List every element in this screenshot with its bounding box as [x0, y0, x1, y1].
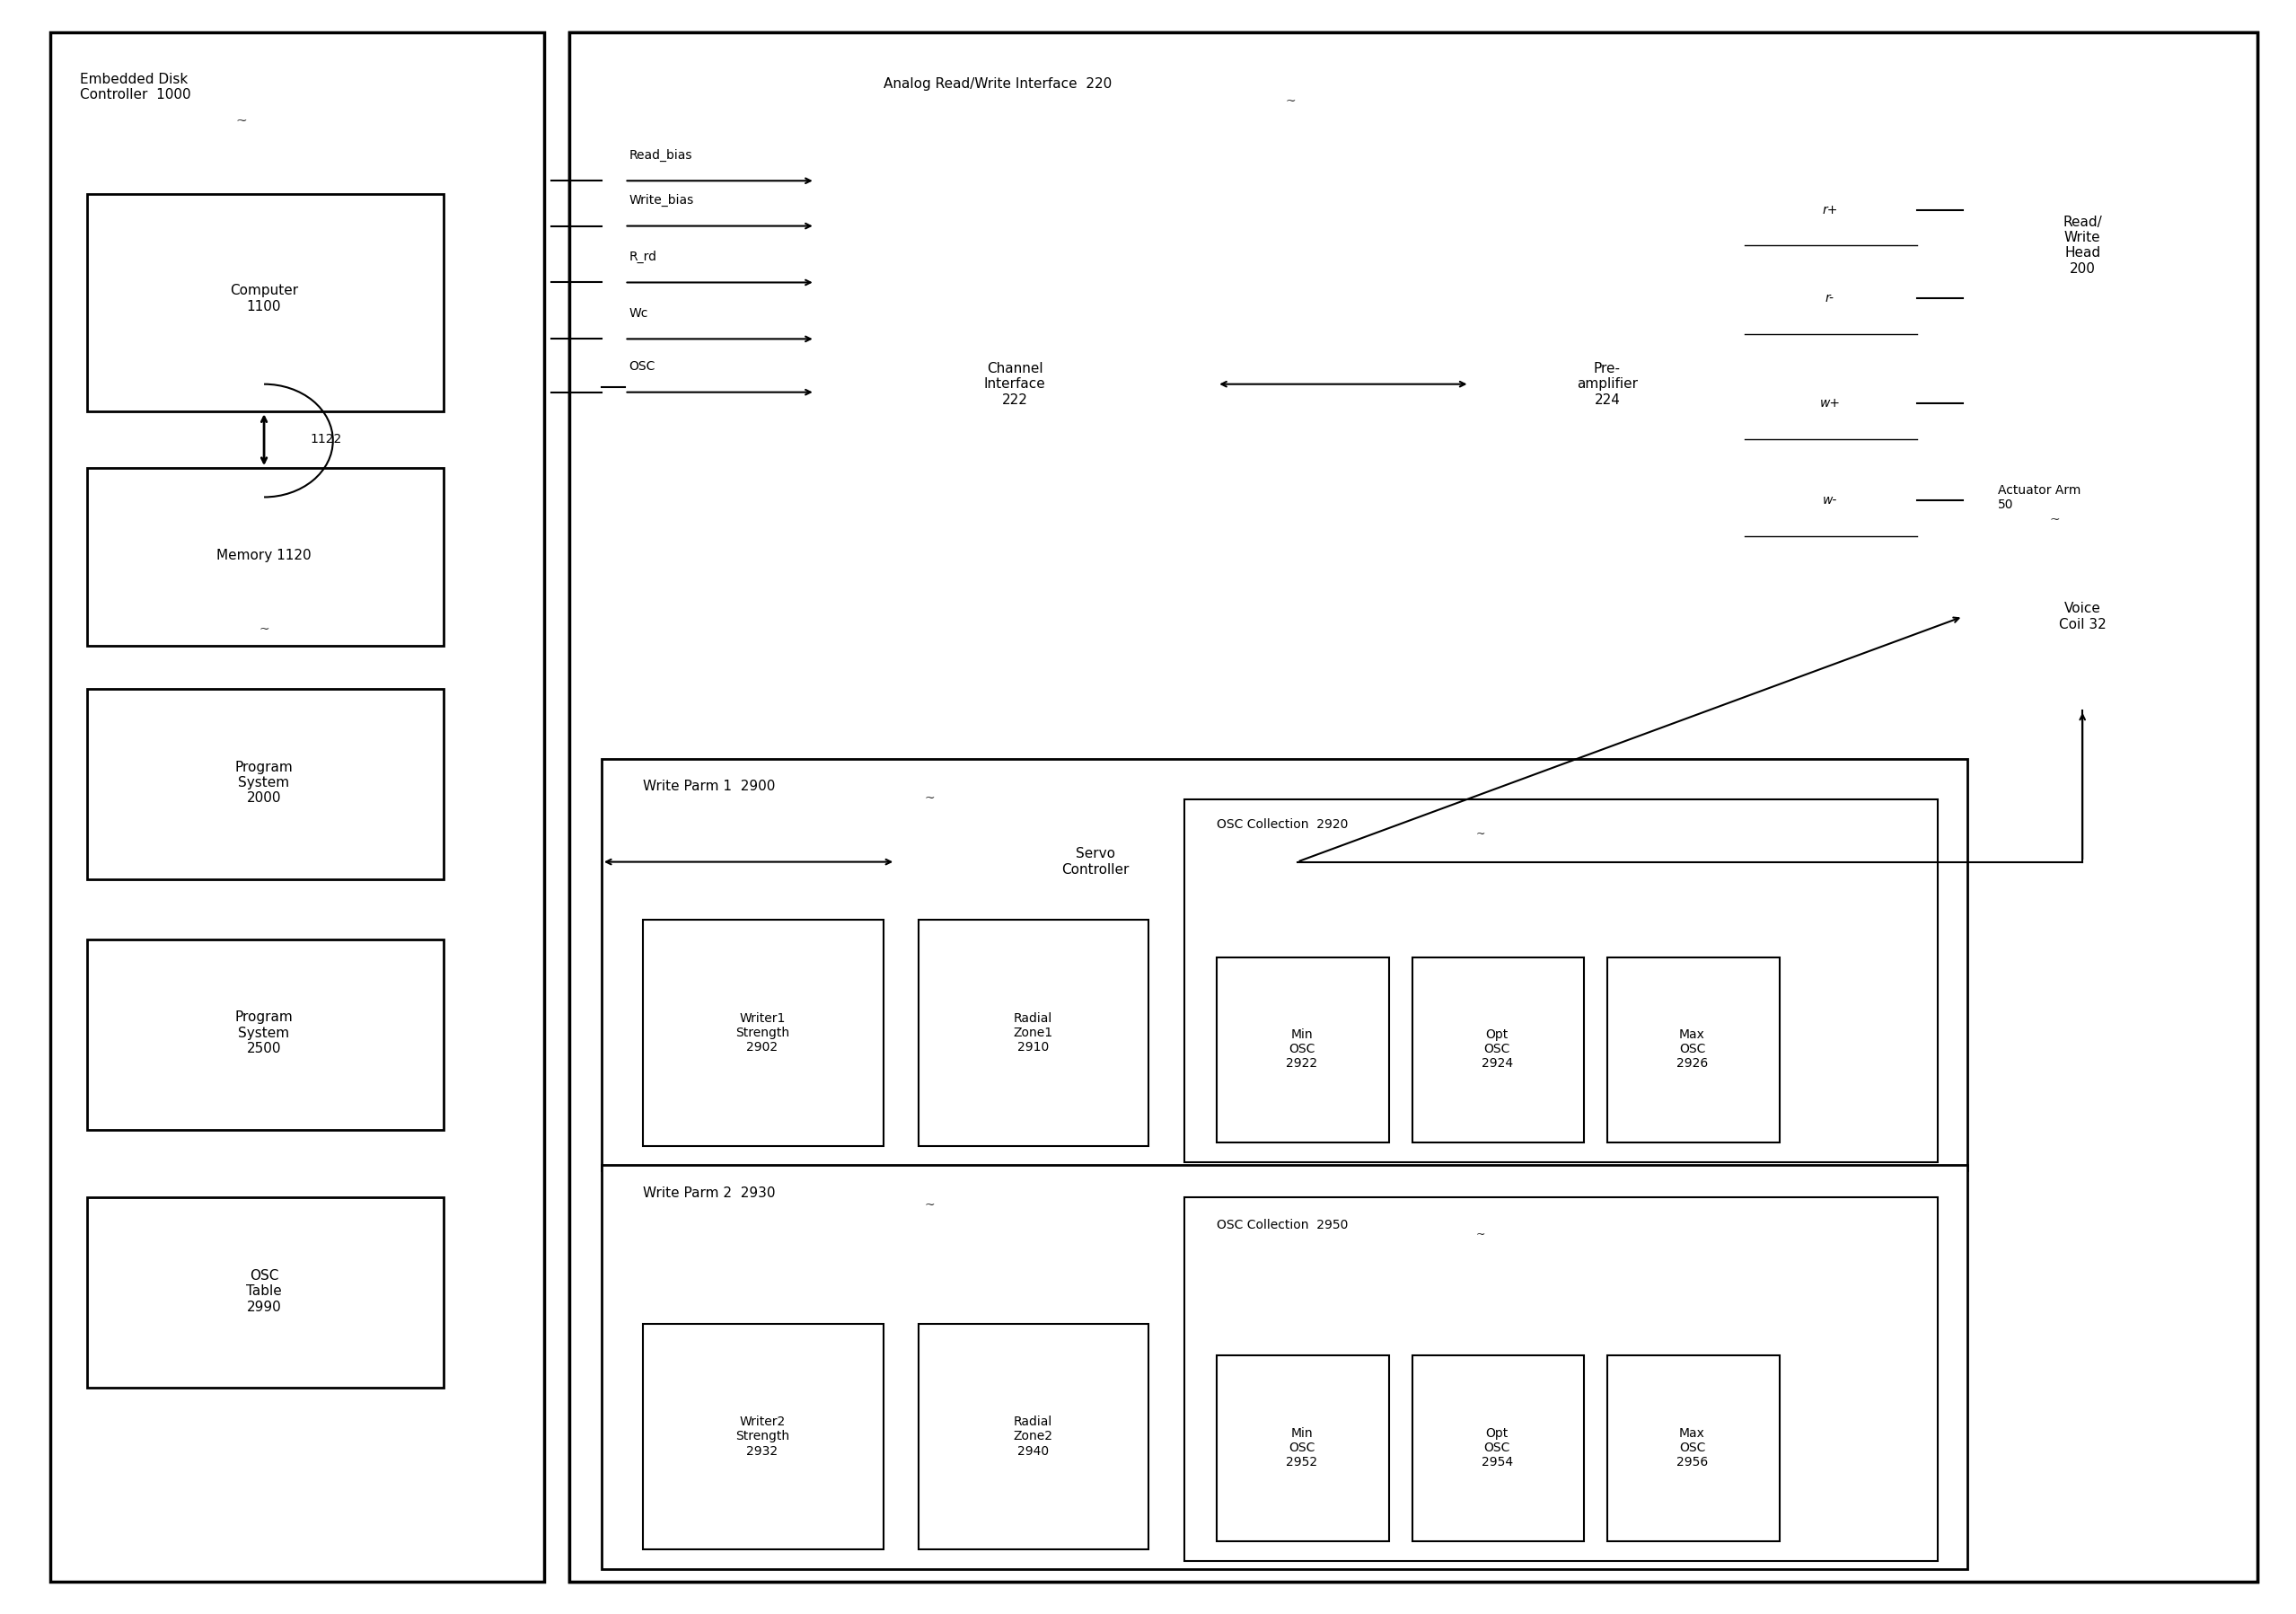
Text: w-: w-	[1823, 494, 1837, 507]
Text: Wc: Wc	[629, 307, 647, 320]
Text: w+: w+	[1821, 397, 1839, 410]
Text: Write Parm 2  2930: Write Parm 2 2930	[643, 1186, 776, 1199]
Text: Program
System
2500: Program System 2500	[234, 1010, 294, 1056]
FancyBboxPatch shape	[1963, 73, 2204, 420]
Text: ~: ~	[925, 792, 934, 805]
Text: ~: ~	[1476, 828, 1486, 841]
FancyBboxPatch shape	[87, 939, 443, 1130]
FancyBboxPatch shape	[1185, 799, 1938, 1162]
FancyBboxPatch shape	[602, 1165, 1968, 1569]
FancyBboxPatch shape	[918, 1323, 1148, 1549]
Text: r-: r-	[1825, 292, 1835, 305]
Text: Opt
OSC
2954: Opt OSC 2954	[1481, 1427, 1513, 1469]
FancyBboxPatch shape	[87, 194, 443, 412]
Text: OSC Collection  2950: OSC Collection 2950	[1217, 1219, 1348, 1231]
Text: OSC: OSC	[629, 360, 654, 373]
Text: Max
OSC
2926: Max OSC 2926	[1676, 1028, 1708, 1070]
FancyBboxPatch shape	[1607, 957, 1779, 1143]
Text: Computer
1100: Computer 1100	[230, 284, 298, 313]
FancyBboxPatch shape	[1412, 957, 1584, 1143]
FancyBboxPatch shape	[643, 1323, 884, 1549]
FancyBboxPatch shape	[1217, 1356, 1389, 1541]
Text: Write Parm 1  2900: Write Parm 1 2900	[643, 780, 776, 792]
Text: Writer2
Strength
2932: Writer2 Strength 2932	[735, 1415, 790, 1457]
Text: ~: ~	[236, 115, 246, 128]
Text: Max
OSC
2956: Max OSC 2956	[1676, 1427, 1708, 1469]
Text: Servo
Controller: Servo Controller	[1061, 847, 1130, 876]
Text: Read_bias: Read_bias	[629, 148, 693, 161]
Text: ~: ~	[259, 623, 269, 636]
FancyBboxPatch shape	[1745, 129, 1917, 529]
FancyBboxPatch shape	[1469, 129, 1745, 646]
Text: ~: ~	[1286, 95, 1295, 108]
Text: Pre-
amplifier
224: Pre- amplifier 224	[1577, 362, 1637, 407]
FancyBboxPatch shape	[87, 689, 443, 880]
Text: Opt
OSC
2924: Opt OSC 2924	[1481, 1028, 1513, 1070]
FancyBboxPatch shape	[1929, 40, 2239, 734]
FancyBboxPatch shape	[87, 1198, 443, 1388]
Text: Actuator Arm
50: Actuator Arm 50	[1998, 484, 2080, 512]
FancyBboxPatch shape	[1412, 1356, 1584, 1541]
Text: Min
OSC
2922: Min OSC 2922	[1286, 1028, 1318, 1070]
FancyBboxPatch shape	[602, 56, 1991, 734]
FancyBboxPatch shape	[643, 920, 884, 1146]
Text: 1122: 1122	[310, 433, 342, 445]
Text: Read/
Write
Head
200: Read/ Write Head 200	[2062, 215, 2103, 276]
Text: Memory 1120: Memory 1120	[216, 549, 312, 562]
FancyBboxPatch shape	[1607, 1356, 1779, 1541]
Text: ~: ~	[925, 1199, 934, 1212]
Text: R_rd: R_rd	[629, 250, 657, 263]
Text: Min
OSC
2952: Min OSC 2952	[1286, 1427, 1318, 1469]
Text: Radial
Zone2
2940: Radial Zone2 2940	[1013, 1415, 1054, 1457]
Text: Analog Read/Write Interface  220: Analog Read/Write Interface 220	[884, 77, 1111, 90]
FancyBboxPatch shape	[602, 759, 1968, 1170]
Text: Write_bias: Write_bias	[629, 194, 693, 207]
FancyBboxPatch shape	[87, 468, 443, 646]
FancyBboxPatch shape	[815, 129, 1217, 646]
FancyBboxPatch shape	[1217, 957, 1389, 1143]
FancyBboxPatch shape	[569, 32, 2257, 1582]
Text: Embedded Disk
Controller  1000: Embedded Disk Controller 1000	[80, 73, 191, 102]
Text: Voice
Coil 32: Voice Coil 32	[2060, 602, 2105, 631]
Text: OSC
Table
2990: OSC Table 2990	[246, 1269, 282, 1314]
Text: r+: r+	[1823, 203, 1837, 216]
Text: ~: ~	[1476, 1228, 1486, 1241]
Text: Program
System
2000: Program System 2000	[234, 760, 294, 805]
Text: Radial
Zone1
2910: Radial Zone1 2910	[1013, 1012, 1054, 1054]
Text: OSC Collection  2920: OSC Collection 2920	[1217, 818, 1348, 831]
Text: ~: ~	[2050, 513, 2060, 526]
Text: Channel
Interface
222: Channel Interface 222	[985, 362, 1045, 407]
FancyBboxPatch shape	[51, 32, 544, 1582]
FancyBboxPatch shape	[569, 32, 2257, 1582]
Text: Writer1
Strength
2902: Writer1 Strength 2902	[735, 1012, 790, 1054]
FancyBboxPatch shape	[1963, 525, 2204, 710]
FancyBboxPatch shape	[918, 920, 1148, 1146]
FancyBboxPatch shape	[1185, 1198, 1938, 1561]
FancyBboxPatch shape	[895, 783, 1297, 944]
